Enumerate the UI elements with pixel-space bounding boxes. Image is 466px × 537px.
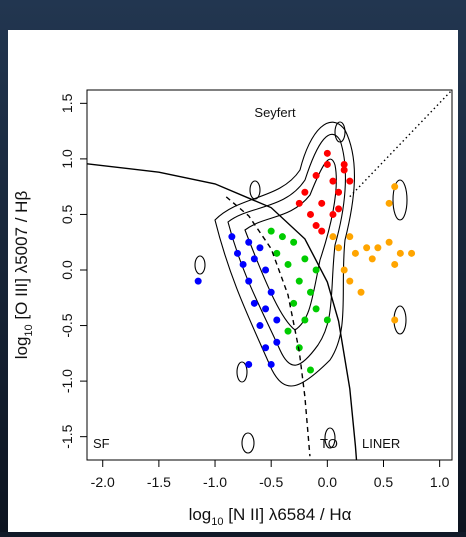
point <box>239 260 247 268</box>
annotation: TO <box>320 436 338 451</box>
label-part: 10 <box>23 324 35 336</box>
y-axis-label: log10 [O III] λ5007 / Hβ <box>12 191 35 360</box>
point <box>329 210 337 218</box>
point <box>346 277 354 285</box>
point <box>363 244 371 252</box>
point <box>256 244 264 252</box>
boundary-line <box>87 163 358 460</box>
point <box>245 360 253 368</box>
point <box>346 233 354 241</box>
point <box>335 244 343 252</box>
point <box>346 177 354 185</box>
point <box>273 316 281 324</box>
point <box>233 249 241 257</box>
point <box>250 299 258 307</box>
point <box>284 260 292 268</box>
point <box>312 172 320 180</box>
point <box>262 266 270 274</box>
annotation: LINER <box>362 436 400 451</box>
point <box>385 199 393 207</box>
point <box>273 338 281 346</box>
point <box>295 277 303 285</box>
point <box>385 238 393 246</box>
label-part: 10 <box>211 516 223 528</box>
point <box>312 266 320 274</box>
point <box>312 305 320 313</box>
point <box>318 199 326 207</box>
point <box>245 277 253 285</box>
point <box>329 177 337 185</box>
annotation: Seyfert <box>254 105 296 120</box>
point <box>374 244 382 252</box>
point <box>312 222 320 230</box>
point <box>396 249 404 257</box>
point <box>323 149 331 157</box>
point <box>267 227 275 235</box>
point <box>228 233 236 241</box>
y-tick-label: 1.0 <box>59 149 75 169</box>
point <box>329 233 337 241</box>
point <box>318 227 326 235</box>
point <box>273 249 281 257</box>
point <box>295 199 303 207</box>
point <box>391 260 399 268</box>
point <box>323 160 331 168</box>
point <box>408 249 416 257</box>
y-tick-label: 0.0 <box>59 260 75 280</box>
point <box>256 322 264 330</box>
point <box>290 238 298 246</box>
point <box>391 316 399 324</box>
x-tick-label: -0.5 <box>259 474 283 490</box>
point <box>194 277 202 285</box>
point <box>284 327 292 335</box>
point <box>351 249 359 257</box>
point <box>323 316 331 324</box>
point <box>301 255 309 263</box>
point <box>391 183 399 191</box>
point <box>306 366 314 374</box>
x-tick-label: 0.5 <box>374 474 394 490</box>
point <box>301 316 309 324</box>
boundary-line <box>225 196 311 457</box>
point <box>340 160 348 168</box>
x-tick-label: 1.0 <box>430 474 450 490</box>
point <box>306 288 314 296</box>
point <box>301 188 309 196</box>
y-tick-label: 1.5 <box>59 93 75 113</box>
y-tick-label: -0.5 <box>59 313 75 337</box>
label-part: log <box>12 337 31 360</box>
annotation: SF <box>93 436 110 451</box>
y-tick-label: -1.0 <box>59 369 75 393</box>
x-tick-label: -1.5 <box>147 474 171 490</box>
point <box>335 205 343 213</box>
x-tick-label: 0.0 <box>318 474 338 490</box>
point <box>250 255 258 263</box>
label-part: log <box>189 505 212 524</box>
point <box>262 305 270 313</box>
plot <box>87 90 452 460</box>
x-tick-label: -1.0 <box>203 474 227 490</box>
y-tick-label: 0.5 <box>59 205 75 225</box>
point <box>357 288 365 296</box>
x-tick-label: -2.0 <box>91 474 115 490</box>
point <box>267 360 275 368</box>
point <box>368 255 376 263</box>
point <box>245 238 253 246</box>
point <box>267 288 275 296</box>
y-tick-label: -1.5 <box>59 424 75 448</box>
point <box>335 188 343 196</box>
point <box>278 233 286 241</box>
label-part: [O III] λ5007 / Hβ <box>12 191 31 325</box>
label-part: [N II] λ6584 / Hα <box>224 505 352 524</box>
point <box>262 344 270 352</box>
x-axis-label: log10 [N II] λ6584 / Hα <box>189 505 352 528</box>
point <box>340 266 348 274</box>
panel <box>8 30 458 532</box>
plot-frame <box>86 89 453 461</box>
point <box>306 210 314 218</box>
point <box>290 299 298 307</box>
